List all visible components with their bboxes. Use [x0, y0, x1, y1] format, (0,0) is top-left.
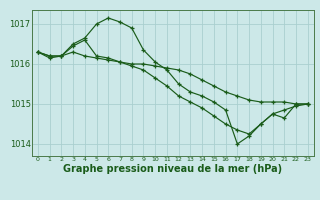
X-axis label: Graphe pression niveau de la mer (hPa): Graphe pression niveau de la mer (hPa) [63, 164, 282, 174]
